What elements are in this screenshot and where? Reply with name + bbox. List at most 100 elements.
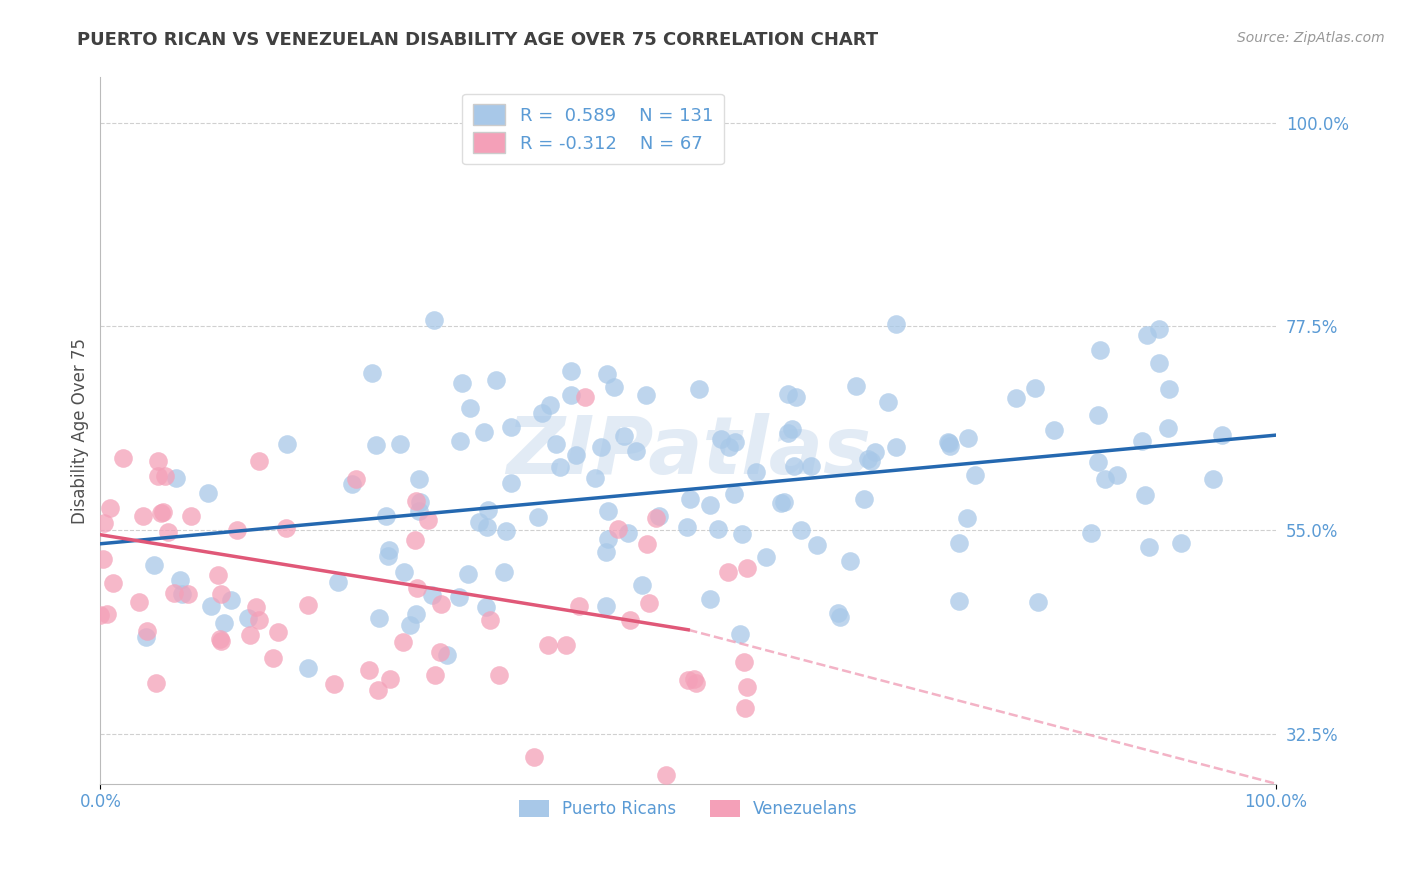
Point	[430, 597, 453, 611]
Point	[458, 401, 481, 415]
Point	[423, 312, 446, 326]
Point	[495, 524, 517, 538]
Point	[93, 516, 115, 530]
Point	[101, 576, 124, 591]
Point	[876, 395, 898, 409]
Point	[776, 386, 799, 401]
Point	[595, 545, 617, 559]
Point	[392, 635, 415, 649]
Point	[132, 509, 155, 524]
Point	[378, 543, 401, 558]
Point	[596, 532, 619, 546]
Point	[169, 573, 191, 587]
Point	[429, 645, 451, 659]
Point	[406, 582, 429, 596]
Point	[1157, 420, 1180, 434]
Point	[378, 672, 401, 686]
Point	[367, 611, 389, 625]
Point	[724, 434, 747, 449]
Point	[699, 498, 721, 512]
Point	[153, 469, 176, 483]
Point	[474, 599, 496, 614]
Point	[494, 566, 516, 580]
Point	[276, 437, 298, 451]
Point	[717, 565, 740, 579]
Point	[735, 561, 758, 575]
Point	[405, 607, 427, 621]
Point	[856, 452, 879, 467]
Point	[477, 503, 499, 517]
Point	[634, 388, 657, 402]
Point	[357, 663, 380, 677]
Point	[1133, 487, 1156, 501]
Point	[226, 524, 249, 538]
Point	[1105, 467, 1128, 482]
Point	[367, 683, 389, 698]
Point	[717, 441, 740, 455]
Point	[773, 495, 796, 509]
Point	[603, 380, 626, 394]
Point	[209, 634, 232, 648]
Point	[238, 611, 260, 625]
Point	[409, 494, 432, 508]
Point	[965, 468, 987, 483]
Point	[340, 476, 363, 491]
Point	[377, 549, 399, 564]
Point	[1094, 473, 1116, 487]
Point	[589, 440, 612, 454]
Point	[1005, 391, 1028, 405]
Point	[475, 520, 498, 534]
Point	[679, 492, 702, 507]
Point	[388, 437, 411, 451]
Point	[162, 585, 184, 599]
Point	[530, 406, 553, 420]
Point	[675, 520, 697, 534]
Point	[1087, 455, 1109, 469]
Point	[655, 767, 678, 781]
Point	[1157, 382, 1180, 396]
Point	[730, 527, 752, 541]
Point	[180, 508, 202, 523]
Point	[683, 672, 706, 686]
Legend: Puerto Ricans, Venezuelans: Puerto Ricans, Venezuelans	[512, 793, 865, 825]
Point	[146, 468, 169, 483]
Point	[730, 627, 752, 641]
Point	[408, 472, 430, 486]
Point	[523, 749, 546, 764]
Point	[499, 420, 522, 434]
Point	[152, 505, 174, 519]
Point	[638, 596, 661, 610]
Point	[613, 429, 636, 443]
Point	[936, 434, 959, 449]
Point	[1147, 356, 1170, 370]
Point	[555, 639, 578, 653]
Point	[361, 366, 384, 380]
Point	[544, 437, 567, 451]
Point	[142, 558, 165, 572]
Point	[754, 549, 776, 564]
Point	[98, 500, 121, 515]
Point	[450, 434, 472, 448]
Point	[735, 680, 758, 694]
Point	[451, 376, 474, 390]
Point	[948, 594, 970, 608]
Point	[859, 454, 882, 468]
Point	[1211, 428, 1233, 442]
Point	[538, 398, 561, 412]
Point	[734, 700, 756, 714]
Point	[136, 624, 159, 638]
Point	[1024, 381, 1046, 395]
Point	[485, 373, 508, 387]
Point	[425, 667, 447, 681]
Point	[800, 459, 823, 474]
Point	[297, 661, 319, 675]
Point	[149, 506, 172, 520]
Point	[112, 450, 135, 465]
Point	[96, 607, 118, 622]
Point	[707, 523, 730, 537]
Point	[262, 651, 284, 665]
Point	[806, 538, 828, 552]
Point	[785, 390, 807, 404]
Point	[472, 425, 495, 439]
Point	[745, 465, 768, 479]
